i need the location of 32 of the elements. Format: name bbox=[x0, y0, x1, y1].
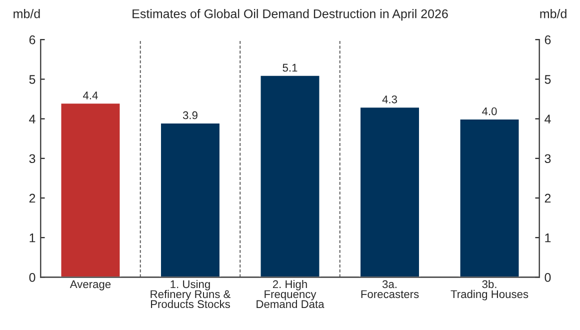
x-tick-label: 2. High Frequency Demand Data bbox=[256, 280, 324, 308]
y-tick-label: 2 bbox=[29, 194, 36, 203]
y-tick-label: 6 bbox=[29, 35, 36, 44]
bar bbox=[458, 118, 520, 278]
x-tick-label: 1. Using Refinery Runs & Products Stocks bbox=[150, 280, 231, 308]
y-axis-title: mb/d bbox=[14, 9, 40, 18]
data-label: 3.9 bbox=[182, 111, 198, 120]
bar bbox=[259, 74, 321, 278]
y2-tick-label: 4 bbox=[544, 114, 551, 124]
y2-tick-label: 0 bbox=[544, 273, 551, 282]
data-label: 4.4 bbox=[83, 92, 98, 100]
data-label: 5.1 bbox=[282, 64, 298, 72]
data-label: 4.3 bbox=[382, 95, 397, 104]
y2-tick-label: 2 bbox=[544, 194, 551, 203]
data-label: 4.0 bbox=[482, 107, 497, 116]
y2-tick-label: 3 bbox=[544, 154, 551, 164]
y-tick-label: 5 bbox=[29, 75, 36, 84]
y-tick-label: 3 bbox=[29, 154, 36, 164]
x-tick-label: Average bbox=[70, 280, 111, 290]
x-tick-label: 3a. Forecasters bbox=[361, 280, 419, 298]
x-tick-label: 3b. Trading Houses bbox=[450, 280, 528, 300]
bar bbox=[160, 122, 221, 278]
y2-tick-label: 5 bbox=[544, 75, 551, 84]
y2-tick-label: 6 bbox=[544, 35, 551, 44]
y2-tick-label: 1 bbox=[545, 234, 551, 242]
y-tick-label: 0 bbox=[29, 273, 36, 282]
y-tick-label: 4 bbox=[29, 114, 36, 124]
bar bbox=[359, 106, 420, 278]
bar bbox=[60, 102, 122, 278]
chart-title: Estimates of Global Oil Demand Destruction in April 2026 bbox=[132, 9, 448, 21]
y-tick-label: 1 bbox=[30, 234, 36, 242]
y2-axis-title: mb/d bbox=[540, 9, 566, 18]
